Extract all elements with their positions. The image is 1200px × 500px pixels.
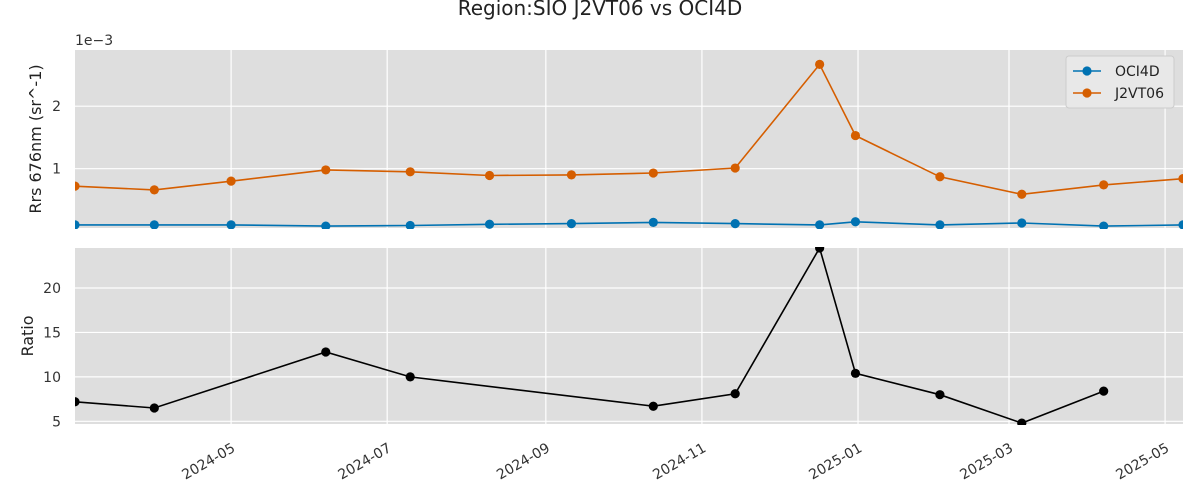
y-tick-label: 20 <box>43 281 61 297</box>
data-point <box>405 167 415 177</box>
data-point <box>1017 218 1027 228</box>
ratio-panel: 5 10 15 20 Ratio <box>18 247 1183 430</box>
y-tick-label: 15 <box>43 325 61 341</box>
data-point <box>935 172 945 182</box>
x-tick-label: 2025-01 <box>806 440 865 483</box>
data-point <box>730 219 740 229</box>
data-point <box>75 181 80 191</box>
chart-title: Region:SIO J2VT06 vs OCI4D <box>458 0 743 20</box>
data-point <box>75 397 80 407</box>
data-point <box>1178 220 1183 229</box>
legend-label: J2VT06 <box>1114 86 1164 102</box>
data-point <box>484 170 495 181</box>
y-tick-label: 2 <box>52 99 61 115</box>
data-point <box>226 220 236 229</box>
data-point <box>648 217 658 227</box>
data-point <box>730 389 740 399</box>
data-point <box>648 401 658 411</box>
x-axis-ticks: 2024-05 2024-07 2024-09 2024-11 2025-01 2025-… <box>179 440 1172 483</box>
y-axis-label: Ratio <box>18 315 37 356</box>
x-tick-label: 2025-03 <box>957 440 1016 483</box>
data-point <box>321 165 331 175</box>
rrs-panel: 1 2 Rrs 676nm (sr^-1) 1e−3 OCI4D J2VT06 <box>26 33 1183 229</box>
legend-marker <box>1082 88 1092 98</box>
x-tick-label: 2024-11 <box>650 440 709 483</box>
y-offset-label: 1e−3 <box>75 33 113 49</box>
x-tick-label: 2025-05 <box>1113 440 1172 483</box>
y-tick-label: 10 <box>43 370 61 386</box>
data-point <box>850 130 861 141</box>
data-point <box>149 185 159 195</box>
legend-label: OCI4D <box>1115 64 1160 80</box>
plot-background <box>75 248 1183 424</box>
data-point <box>935 390 945 400</box>
data-point <box>1099 180 1109 190</box>
data-point <box>321 221 331 229</box>
data-point <box>648 168 658 178</box>
data-point <box>1017 418 1027 425</box>
data-point <box>149 403 159 413</box>
data-point <box>850 217 861 227</box>
legend-marker <box>1082 66 1092 76</box>
data-point <box>815 59 825 69</box>
data-point <box>405 372 415 382</box>
data-point <box>1099 386 1109 396</box>
y-tick-label: 1 <box>52 162 61 178</box>
x-tick-label: 2024-09 <box>494 440 553 483</box>
data-point <box>935 220 945 229</box>
data-point <box>850 368 861 378</box>
series-group <box>75 59 1183 229</box>
data-point <box>566 170 577 180</box>
data-point <box>1017 189 1027 199</box>
data-point <box>484 219 495 229</box>
data-point <box>730 163 740 173</box>
data-point <box>815 247 825 253</box>
legend-box <box>1065 55 1175 109</box>
data-point <box>815 220 825 229</box>
data-point <box>1178 174 1183 184</box>
data-point <box>566 219 577 229</box>
data-point <box>226 176 236 186</box>
data-point <box>75 220 80 229</box>
data-point <box>321 347 331 357</box>
legend: OCI4D J2VT06 <box>1065 55 1175 109</box>
x-tick-label: 2024-07 <box>336 440 395 483</box>
data-point <box>405 220 415 229</box>
data-point <box>1099 221 1109 229</box>
data-point <box>149 220 159 229</box>
y-tick-label: 5 <box>52 414 61 430</box>
series-group <box>75 247 1109 425</box>
plot-background <box>75 50 1183 228</box>
x-tick-label: 2024-05 <box>179 440 238 483</box>
y-axis-label: Rrs 676nm (sr^-1) <box>26 64 45 213</box>
